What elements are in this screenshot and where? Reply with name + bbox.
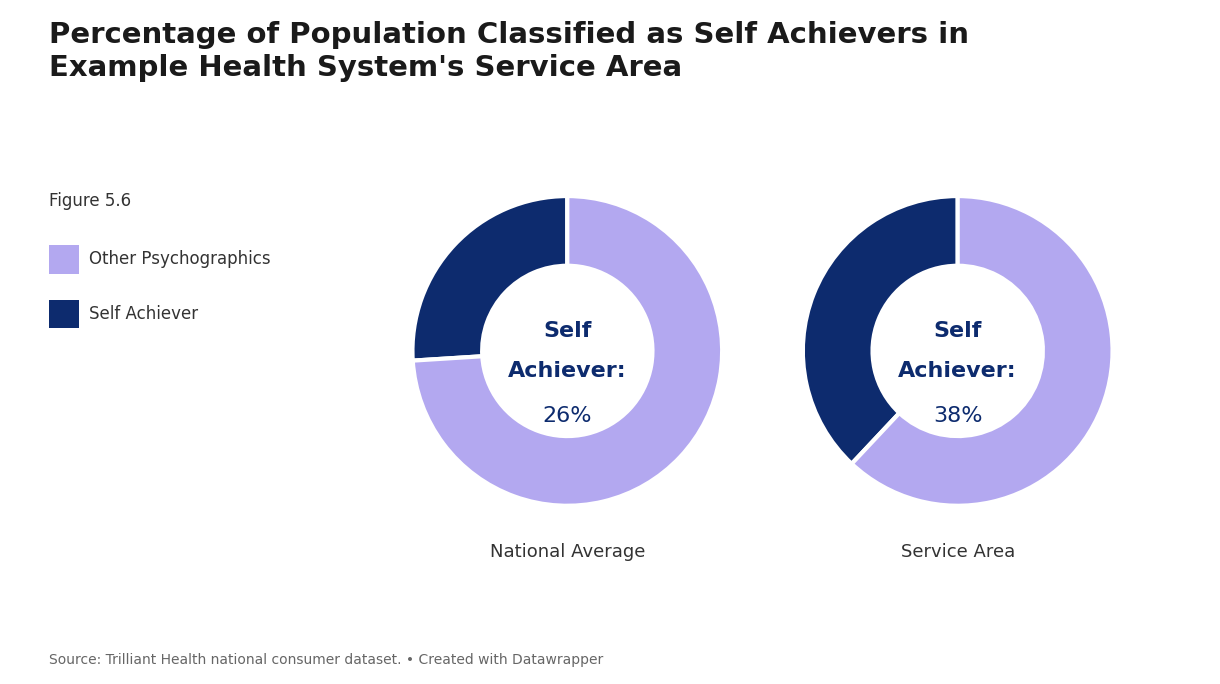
Text: Other Psychographics: Other Psychographics — [89, 250, 271, 268]
Text: National Average: National Average — [489, 543, 645, 561]
Text: 26%: 26% — [543, 406, 592, 426]
Text: Self: Self — [933, 321, 982, 341]
Text: 38%: 38% — [933, 406, 982, 426]
Text: Figure 5.6: Figure 5.6 — [49, 192, 131, 209]
Wedge shape — [803, 196, 958, 464]
Text: Self: Self — [543, 321, 592, 341]
Text: Achiever:: Achiever: — [898, 361, 1017, 381]
Text: Source: Trilliant Health national consumer dataset. • Created with Datawrapper: Source: Trilliant Health national consum… — [49, 653, 603, 667]
Wedge shape — [852, 196, 1113, 505]
Text: Self Achiever: Self Achiever — [89, 305, 198, 323]
Text: Achiever:: Achiever: — [508, 361, 627, 381]
Wedge shape — [412, 196, 722, 505]
Text: Percentage of Population Classified as Self Achievers in
Example Health System's: Percentage of Population Classified as S… — [49, 21, 969, 82]
Wedge shape — [412, 196, 567, 360]
Text: Service Area: Service Area — [900, 543, 1015, 561]
